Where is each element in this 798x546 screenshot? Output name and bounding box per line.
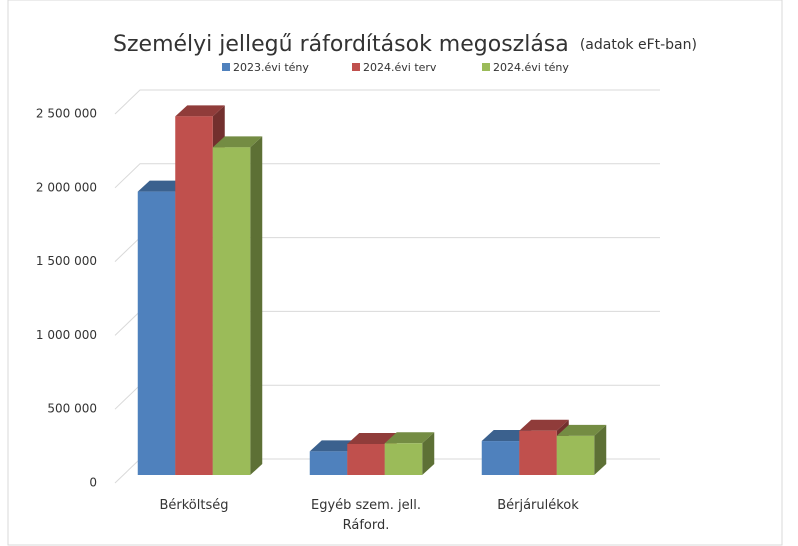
bar-front xyxy=(519,430,557,475)
bar-side xyxy=(594,424,607,475)
grid-line xyxy=(114,163,660,189)
x-tick-label: Bérköltség xyxy=(159,498,229,513)
bar xyxy=(212,136,263,475)
x-tick-label: Bérjárulékok xyxy=(497,498,579,513)
bar-side xyxy=(250,136,263,475)
bar-front xyxy=(481,441,520,475)
bar-top xyxy=(481,430,532,442)
legend-swatch xyxy=(222,63,230,71)
y-tick-label: 1 000 000 xyxy=(36,328,97,342)
bar-top xyxy=(384,432,435,444)
legend-label: 2024.évi terv xyxy=(363,61,437,74)
bar-front xyxy=(384,443,423,475)
x-tick-label: Egyéb szem. jell. Ráford. xyxy=(310,498,422,533)
grid-line xyxy=(114,89,660,115)
bar-front xyxy=(137,191,176,475)
bar-front xyxy=(347,444,385,475)
chart-title: Személyi jellegű ráfordítások megoszlása xyxy=(113,32,569,57)
y-tick-label: 1 500 000 xyxy=(36,254,97,268)
legend-swatch xyxy=(352,63,360,71)
bar-top xyxy=(137,180,188,192)
bar xyxy=(556,424,607,475)
legend-swatch xyxy=(482,63,490,71)
bar-front xyxy=(175,116,213,475)
bar-top xyxy=(347,433,397,445)
bar-front xyxy=(309,451,348,475)
bar-front xyxy=(556,435,595,475)
bar-top xyxy=(175,105,225,117)
bar-top xyxy=(556,424,607,436)
legend-label: 2024.évi tény xyxy=(493,61,569,74)
bar-top xyxy=(309,440,360,452)
y-tick-label: 2 000 000 xyxy=(36,180,97,194)
y-tick-label: 0 xyxy=(89,476,97,490)
bar-top xyxy=(519,419,569,431)
chart-title-group: Személyi jellegű ráfordítások megoszlása… xyxy=(113,32,697,57)
y-tick-label: 500 000 xyxy=(47,402,97,416)
bar-front xyxy=(212,147,251,475)
legend-label: 2023.évi tény xyxy=(233,61,309,74)
bar xyxy=(384,432,435,475)
chart-subtitle: (adatok eFt-ban) xyxy=(580,37,697,53)
bar-side xyxy=(422,432,435,475)
bar-top xyxy=(212,136,263,148)
y-tick-label: 2 500 000 xyxy=(36,107,97,121)
